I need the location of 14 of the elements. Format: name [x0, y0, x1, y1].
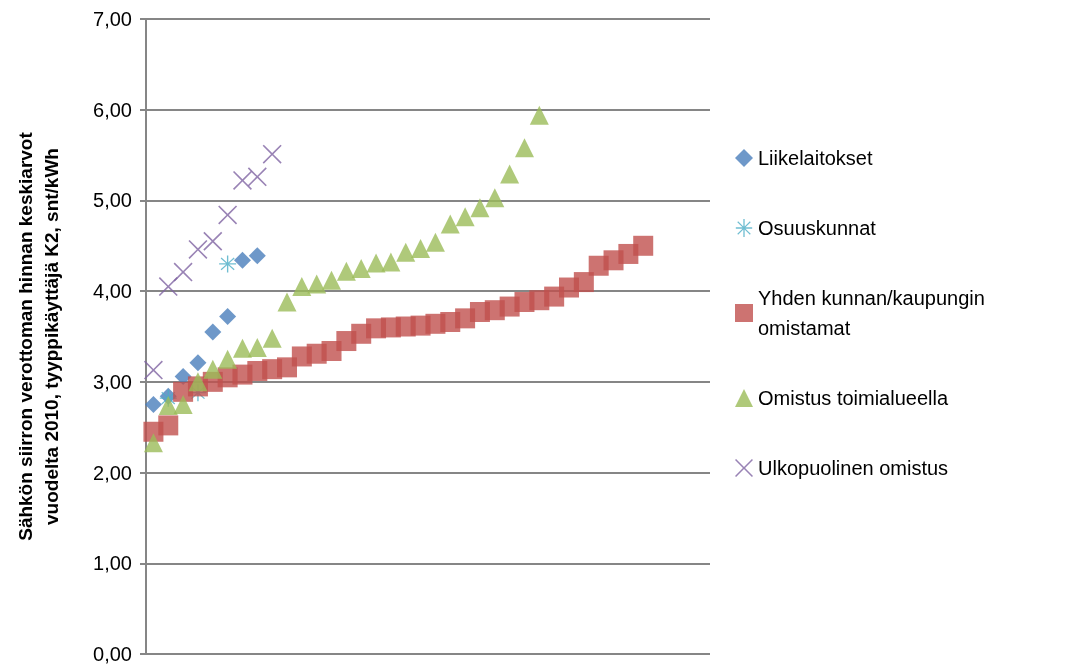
legend-label: Omistus toimialueella [758, 387, 949, 409]
y-tick-label: 5,00 [93, 189, 132, 212]
legend-label: Ulkopuolinen omistus [758, 457, 949, 479]
y-tick-label: 7,00 [93, 8, 132, 30]
y-tick-label: 2,00 [93, 461, 132, 484]
y-tick-label: 4,00 [93, 280, 132, 303]
legend-label: Yhden kunnan/kaupungin omistamat [758, 287, 985, 339]
y-tick-label: 1,00 [93, 552, 132, 575]
legend-label: Liikelaitokset [758, 147, 873, 169]
y-tick-label: 0,00 [93, 643, 132, 665]
y-tick-label: 3,00 [93, 370, 132, 393]
y-tick-label: 6,00 [93, 98, 132, 121]
legend-label: Osuuskunnat [758, 217, 877, 239]
y-axis-title: Sähkön siirron verottoman hinnan keskiarvot vuodelta 2010, tyyppikäyttäjä K2, snt/kWh [14, 131, 62, 541]
